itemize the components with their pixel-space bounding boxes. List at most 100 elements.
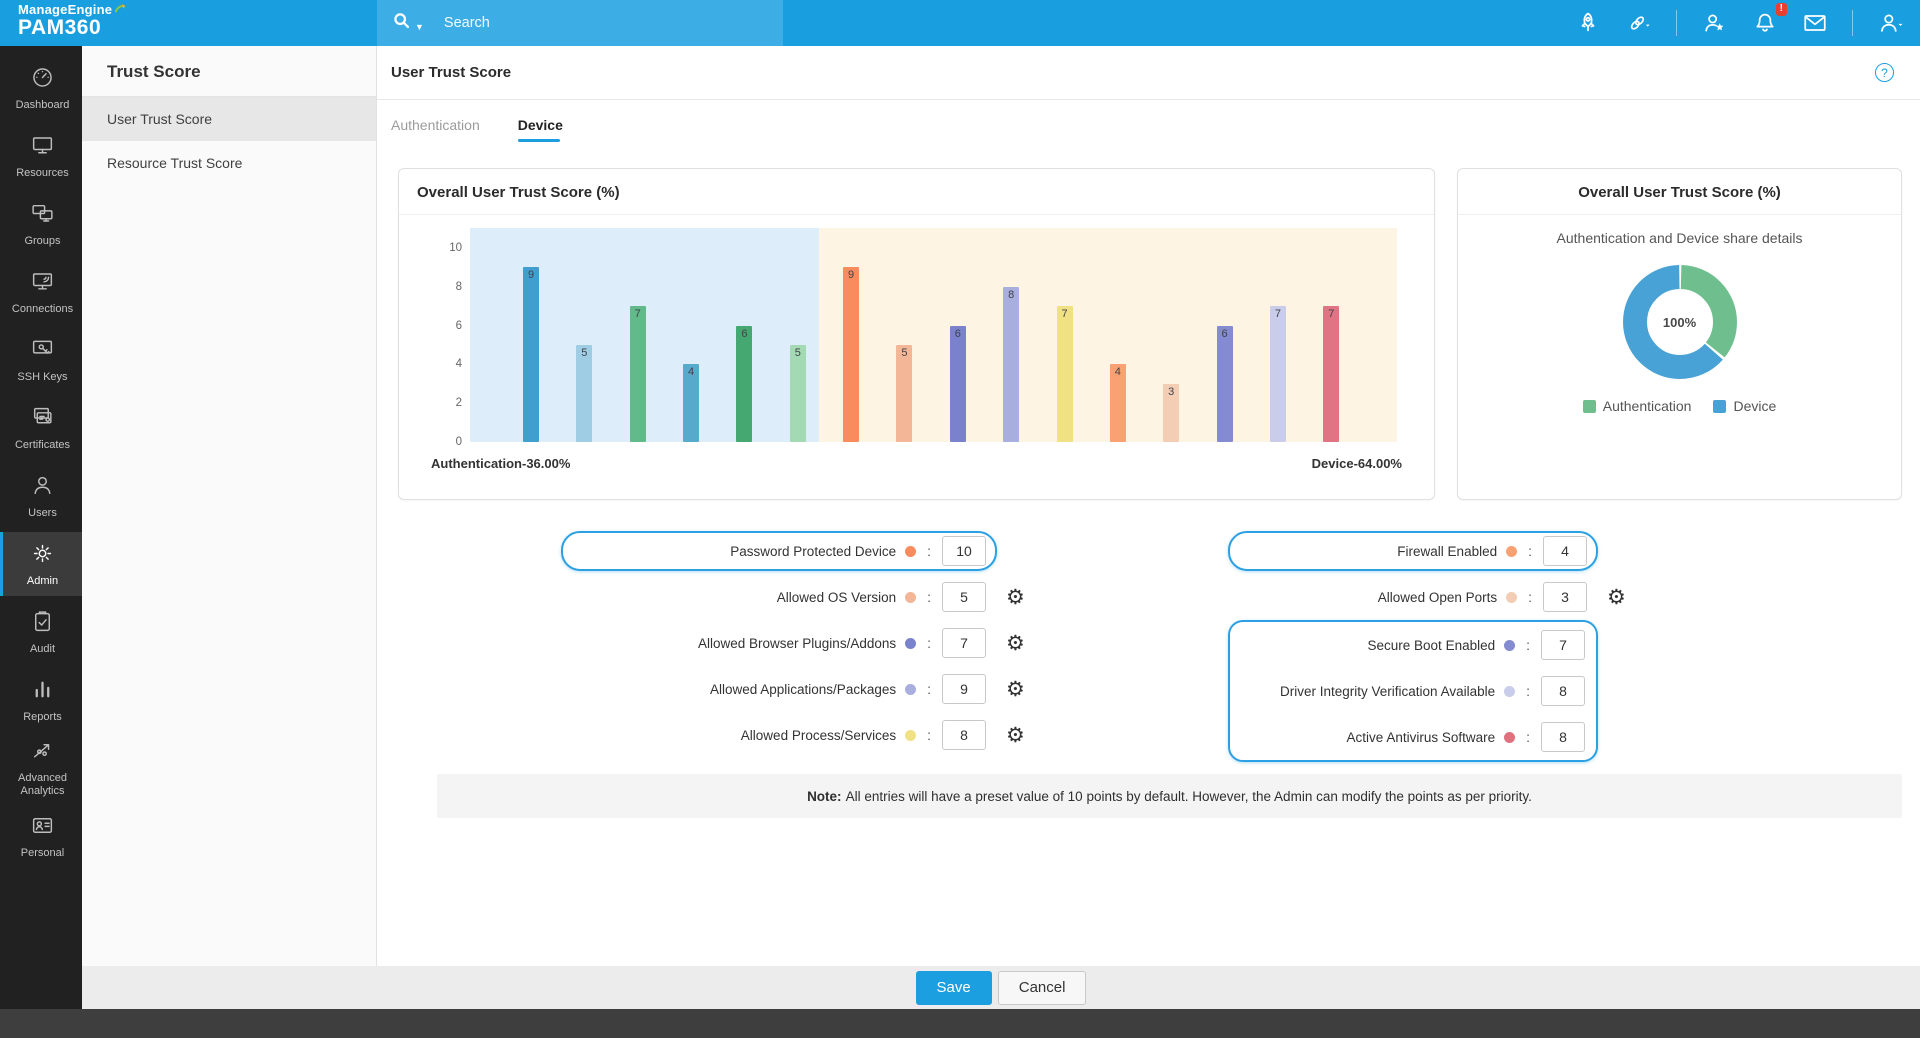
firewall-enabled-points-input[interactable] bbox=[1543, 536, 1587, 566]
allowed-os-version-points-input[interactable] bbox=[942, 582, 986, 612]
donut-chart-title: Overall User Trust Score (%) bbox=[1458, 169, 1901, 215]
allowed-process-services-points-input[interactable] bbox=[942, 720, 986, 750]
mail-icon[interactable] bbox=[1802, 10, 1828, 36]
bar-value-label: 5 bbox=[901, 347, 908, 359]
note-text: All entries will have a preset value of … bbox=[845, 788, 1532, 804]
sidebar-item-connections[interactable]: Connections bbox=[0, 260, 82, 324]
password-protected-device-points-input[interactable] bbox=[942, 536, 986, 566]
legend-item-authentication: Authentication bbox=[1582, 398, 1691, 414]
settings-gear-icon[interactable]: ⚙ bbox=[1006, 722, 1025, 747]
header-icons: ! bbox=[1575, 0, 1906, 46]
bar-7: 5 bbox=[896, 345, 913, 442]
sidebar-item-reports[interactable]: Reports bbox=[0, 668, 82, 732]
cancel-button[interactable]: Cancel bbox=[997, 970, 1087, 1005]
allowed-applications-packages-points-input[interactable] bbox=[942, 674, 986, 704]
bar-value-label: 8 bbox=[1008, 288, 1015, 301]
certificates-icon bbox=[30, 405, 55, 435]
sidebar-item-admin[interactable]: Admin bbox=[0, 532, 82, 596]
notifications-bell-icon[interactable]: ! bbox=[1752, 3, 1787, 36]
bar-value-label: 6 bbox=[741, 327, 748, 340]
score-label: Allowed Process/Services bbox=[740, 727, 897, 743]
bar-value-label: 3 bbox=[1168, 385, 1175, 398]
save-button[interactable]: Save bbox=[915, 970, 992, 1005]
category-color-dot-icon bbox=[905, 683, 917, 695]
user-favorites-icon[interactable] bbox=[1701, 10, 1728, 36]
advanced-analytics-icon bbox=[30, 738, 55, 768]
score-row-allowed-process-services: Allowed Process/Services: ⚙ bbox=[561, 712, 1031, 758]
bar-value-label: 6 bbox=[1221, 327, 1228, 340]
account-menu-icon[interactable] bbox=[1877, 10, 1906, 36]
page-header: User Trust Score ? bbox=[377, 46, 1920, 100]
score-row-password-protected-device: Password Protected Device: bbox=[561, 528, 1031, 574]
groups-icon bbox=[30, 201, 55, 231]
bar-3: 4 bbox=[683, 364, 700, 442]
score-label: Firewall Enabled bbox=[1397, 543, 1498, 559]
allowed-browser-plugins-addons-points-input[interactable] bbox=[942, 628, 986, 658]
bar-0: 9 bbox=[523, 267, 539, 442]
subnav-item-resource-trust-score[interactable]: Resource Trust Score bbox=[107, 155, 243, 171]
whats-new-rocket-icon[interactable] bbox=[1575, 10, 1601, 36]
category-color-dot-icon bbox=[905, 545, 917, 557]
category-color-dot-icon bbox=[1506, 591, 1518, 603]
bar-chart-title: Overall User Trust Score (%) bbox=[399, 169, 1434, 215]
category-color-dot-icon bbox=[905, 591, 917, 603]
sidebar-item-personal[interactable]: Personal bbox=[0, 804, 82, 868]
category-color-dot-icon bbox=[1506, 545, 1518, 557]
device-score-form-left: Password Protected Device: Allowed OS Ver… bbox=[561, 528, 1031, 758]
settings-gear-icon[interactable]: ⚙ bbox=[1006, 676, 1025, 701]
subnav-item-user-trust-score[interactable]: User Trust Score bbox=[82, 97, 376, 141]
driver-integrity-verification-available-points-input[interactable] bbox=[1541, 676, 1585, 706]
allowed-open-ports-points-input[interactable] bbox=[1543, 582, 1587, 612]
global-search[interactable]: ▼ bbox=[377, 0, 783, 46]
bar-4: 6 bbox=[736, 325, 753, 442]
sidebar-item-ssh-keys[interactable]: SSH Keys bbox=[0, 328, 82, 392]
sidebar-nav: Dashboard Resources Groups Connections SSH K… bbox=[0, 46, 82, 1009]
donut-legend: Authentication Device bbox=[1458, 398, 1901, 414]
sidebar-item-users[interactable]: Users bbox=[0, 464, 82, 528]
sidebar-item-resources[interactable]: Resources bbox=[0, 124, 82, 188]
y-tick: 0 bbox=[455, 436, 462, 448]
header-separator bbox=[1852, 10, 1853, 36]
donut-chart: 100% bbox=[1620, 262, 1740, 382]
admin-icon bbox=[30, 541, 55, 571]
sidebar-item-groups[interactable]: Groups bbox=[0, 192, 82, 256]
tab-authentication[interactable]: Authentication bbox=[391, 117, 480, 133]
personal-icon bbox=[30, 813, 55, 843]
score-row-secure-boot-enabled: Secure Boot Enabled: bbox=[1230, 622, 1596, 668]
y-tick: 8 bbox=[455, 280, 462, 293]
sidebar-item-certificates[interactable]: Certificates bbox=[0, 396, 82, 460]
authentication-swatch bbox=[1582, 399, 1596, 413]
sidebar-item-audit[interactable]: Audit bbox=[0, 600, 82, 664]
score-row-driver-integrity-verification-available: Driver Integrity Verification Available: bbox=[1230, 668, 1596, 714]
secure-boot-enabled-points-input[interactable] bbox=[1541, 630, 1585, 660]
settings-gear-icon[interactable]: ⚙ bbox=[1006, 584, 1025, 609]
sidebar-item-advanced-analytics[interactable]: Advanced Analytics bbox=[0, 736, 82, 800]
settings-gear-icon[interactable]: ⚙ bbox=[1006, 630, 1025, 655]
quick-links-icon[interactable] bbox=[1625, 10, 1652, 36]
brand-logo[interactable]: ManageEngine PAM360 bbox=[18, 3, 126, 39]
bar-value-label: 7 bbox=[1274, 308, 1281, 321]
y-tick: 10 bbox=[449, 242, 462, 254]
brand-name: ManageEngine bbox=[18, 2, 113, 17]
users-icon bbox=[30, 473, 55, 503]
search-input[interactable] bbox=[443, 15, 734, 31]
dashboard-icon bbox=[30, 65, 55, 95]
ssh-keys-icon bbox=[30, 337, 55, 367]
sidebar-item-dashboard[interactable]: Dashboard bbox=[0, 56, 82, 120]
settings-gear-icon[interactable]: ⚙ bbox=[1607, 584, 1626, 609]
score-row-allowed-applications-packages: Allowed Applications/Packages: ⚙ bbox=[561, 666, 1031, 712]
product-name: PAM360 bbox=[18, 15, 102, 39]
search-scope-caret-icon[interactable]: ▼ bbox=[415, 22, 424, 32]
bar-1: 5 bbox=[576, 345, 593, 442]
active-antivirus-software-points-input[interactable] bbox=[1541, 722, 1585, 752]
score-row-allowed-browser-plugins-addons: Allowed Browser Plugins/Addons: ⚙ bbox=[561, 620, 1031, 666]
donut-slice-1 bbox=[1622, 265, 1737, 379]
audit-icon bbox=[30, 609, 55, 639]
search-icon[interactable] bbox=[391, 10, 413, 37]
bar-value-label: 7 bbox=[1061, 308, 1068, 321]
tab-device[interactable]: Device bbox=[517, 117, 563, 142]
tab-bar: Authentication Device bbox=[391, 117, 1920, 142]
score-label: Allowed OS Version bbox=[776, 589, 897, 605]
help-icon[interactable]: ? bbox=[1875, 63, 1894, 82]
